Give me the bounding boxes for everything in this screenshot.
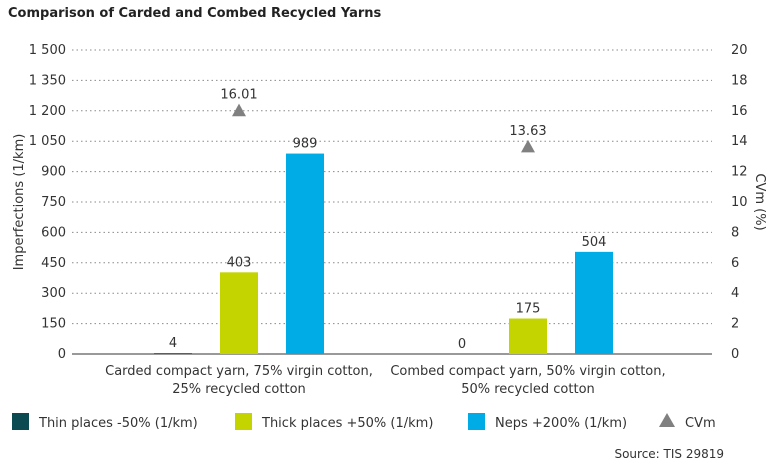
category-label-line: Combed compact yarn, 50% virgin cotton, bbox=[390, 364, 665, 379]
legend-cvm-marker bbox=[659, 413, 675, 427]
y-tick-label: 1 350 bbox=[29, 73, 66, 88]
category-label-line: 25% recycled cotton bbox=[172, 382, 306, 397]
y-tick-label: 750 bbox=[41, 195, 66, 210]
bar-value-label: 403 bbox=[227, 255, 252, 270]
left-axis-ticks: 0 150 300 450 600 750 900 1 050 1 200 1 350 1 500 bbox=[29, 43, 66, 362]
category-labels: Carded compact yarn, 75% virgin cotton, 2… bbox=[105, 364, 666, 397]
y-right-tick-label: 18 bbox=[731, 73, 748, 88]
y-right-tick-label: 20 bbox=[731, 43, 748, 58]
y-right-tick-label: 2 bbox=[731, 317, 739, 332]
y-right-tick-label: 16 bbox=[731, 104, 748, 119]
bar bbox=[575, 251, 613, 354]
cvm-value-label: 16.01 bbox=[220, 88, 257, 103]
y-tick-label: 600 bbox=[41, 225, 66, 240]
y-right-tick-label: 6 bbox=[731, 256, 739, 271]
bar bbox=[286, 153, 324, 354]
y-right-tick-label: 0 bbox=[731, 347, 739, 362]
legend-swatch bbox=[12, 413, 29, 430]
y-right-tick-label: 8 bbox=[731, 225, 739, 240]
y-tick-label: 900 bbox=[41, 165, 66, 180]
y-right-tick-label: 12 bbox=[731, 165, 748, 180]
legend-label: CVm bbox=[685, 416, 716, 431]
bar bbox=[509, 318, 547, 354]
y-tick-label: 0 bbox=[58, 347, 66, 362]
legend-swatch bbox=[468, 413, 485, 430]
legend: Thin places -50% (1/km) Thick places +50%… bbox=[12, 413, 716, 431]
y-tick-label: 1 050 bbox=[29, 134, 66, 149]
cvm-marker bbox=[232, 103, 246, 117]
bar-value-label: 175 bbox=[516, 302, 541, 317]
y-right-tick-label: 14 bbox=[731, 134, 748, 149]
y-axis-right-label: CVm (%) bbox=[752, 173, 767, 230]
legend-swatch bbox=[235, 413, 252, 430]
y-right-tick-label: 4 bbox=[731, 286, 739, 301]
source-note: Source: TIS 29819 bbox=[614, 447, 724, 461]
y-tick-label: 450 bbox=[41, 256, 66, 271]
bars-layer: 4 403 989 0 175 504 bbox=[154, 137, 613, 354]
y-tick-label: 1 200 bbox=[29, 104, 66, 119]
legend-label: Thick places +50% (1/km) bbox=[261, 416, 433, 431]
cvm-markers-layer: 16.01 13.63 bbox=[220, 88, 547, 153]
bar-value-label: 4 bbox=[169, 336, 177, 351]
category-label-line: 50% recycled cotton bbox=[461, 382, 595, 397]
category-label: Combed compact yarn, 50% virgin cotton, 5… bbox=[390, 364, 665, 397]
legend-label: Thin places -50% (1/km) bbox=[38, 416, 198, 431]
right-axis-ticks: 0 2 4 6 8 10 12 14 16 18 20 bbox=[731, 43, 748, 362]
bar-value-label: 989 bbox=[293, 137, 318, 152]
cvm-marker bbox=[521, 139, 535, 153]
category-label: Carded compact yarn, 75% virgin cotton, 2… bbox=[105, 364, 373, 397]
y-tick-label: 150 bbox=[41, 317, 66, 332]
category-label-line: Carded compact yarn, 75% virgin cotton, bbox=[105, 364, 373, 379]
y-right-tick-label: 10 bbox=[731, 195, 748, 210]
bar bbox=[154, 353, 192, 354]
chart-title: Comparison of Carded and Combed Recycled… bbox=[8, 6, 382, 21]
bar-value-label: 0 bbox=[458, 337, 466, 352]
grid-lines bbox=[72, 49, 712, 355]
y-tick-label: 300 bbox=[41, 286, 66, 301]
y-tick-label: 1 500 bbox=[29, 43, 66, 58]
bar-value-label: 504 bbox=[582, 235, 607, 250]
legend-label: Neps +200% (1/km) bbox=[495, 416, 627, 431]
bar bbox=[220, 272, 258, 354]
cvm-value-label: 13.63 bbox=[509, 124, 546, 139]
y-axis-label: Imperfections (1/km) bbox=[12, 134, 27, 271]
